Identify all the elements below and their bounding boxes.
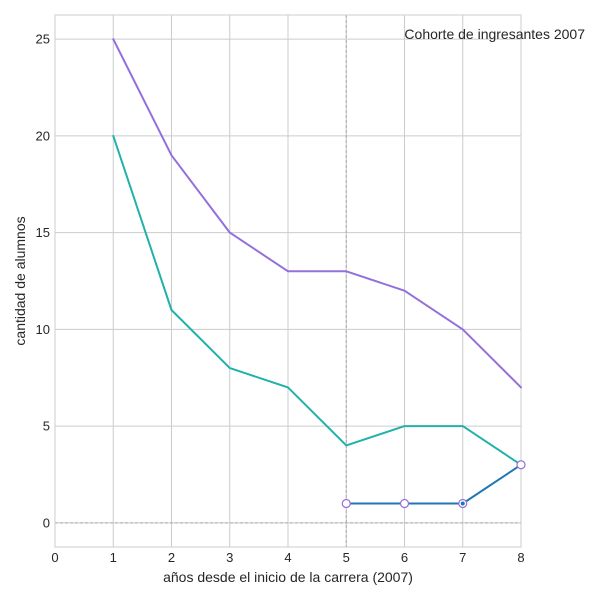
x-tick-label: 7: [459, 550, 466, 565]
x-tick-label: 1: [110, 550, 117, 565]
x-tick-label: 8: [517, 550, 524, 565]
y-tick-label: 25: [36, 32, 50, 47]
x-tick-label: 3: [226, 550, 233, 565]
reference-lines: [55, 15, 521, 547]
series-3-point: [516, 460, 526, 470]
chart-annotation: Cohorte de ingresantes 2007: [404, 26, 585, 42]
y-tick-label: 10: [36, 322, 50, 337]
x-tick-label: 6: [401, 550, 408, 565]
series-3-point: [341, 498, 351, 509]
y-tick-label: 5: [43, 419, 50, 434]
x-axis-label: años desde el inicio de la carrera (2007…: [163, 569, 413, 585]
y-tick-label: 0: [43, 515, 50, 530]
y-tick-labels: 0 5 10 15 20 25: [36, 32, 50, 531]
series-line-3: [345, 463, 522, 505]
series-group: [112, 38, 526, 509]
y-tick-label: 15: [36, 225, 50, 240]
y-axis-label: cantidad de alumnos: [12, 216, 28, 345]
series-3-point: [399, 498, 410, 509]
series-line-2: [112, 134, 522, 466]
y-tick-label: 20: [36, 128, 50, 143]
series-3-point-center: [460, 501, 465, 506]
x-tick-label: 0: [51, 550, 58, 565]
x-tick-label: 4: [284, 550, 291, 565]
x-tick-label: 2: [168, 550, 175, 565]
series-line-1: [112, 38, 522, 389]
x-tick-label: 5: [343, 550, 350, 565]
plot-frame: [54, 14, 522, 548]
x-tick-labels: 0 1 2 3 4 5 6 7 8: [51, 550, 524, 565]
